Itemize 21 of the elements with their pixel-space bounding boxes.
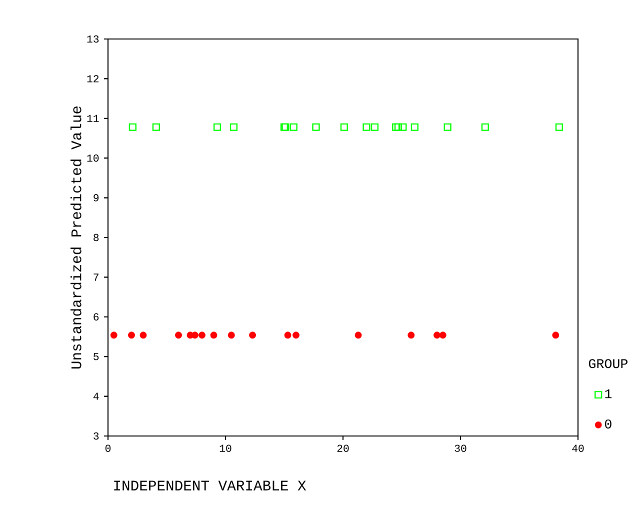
y-tick-label: 11: [87, 114, 99, 122]
legend-label: 1: [605, 389, 612, 398]
y-tick-label: 5: [94, 353, 99, 360]
y-tick-label: 8: [94, 234, 99, 242]
y-tick-label: 12: [87, 75, 99, 82]
legend-title: GROUP: [588, 359, 628, 368]
y-tick-label: 6: [94, 313, 99, 321]
y-tick-label: 7: [94, 274, 98, 281]
x-tick-label: 40: [572, 444, 584, 452]
y-tick-label: 10: [87, 154, 99, 162]
y-tick-label: 9: [94, 194, 99, 202]
x-tick-label: 30: [454, 444, 466, 452]
x-tick-label: 0: [105, 444, 111, 452]
y-tick-label: 3: [94, 432, 99, 440]
x-tick-label: 10: [220, 444, 232, 452]
legend-label: 0: [605, 419, 612, 429]
x-axis-title: INDEPENDENT VARIABLE X: [114, 480, 306, 490]
y-tick-label: 13: [87, 35, 99, 43]
x-tick-label: 20: [337, 444, 349, 452]
y-axis-title: Unstandardized Predicted Value: [70, 106, 82, 368]
y-tick-label: 4: [93, 392, 99, 400]
